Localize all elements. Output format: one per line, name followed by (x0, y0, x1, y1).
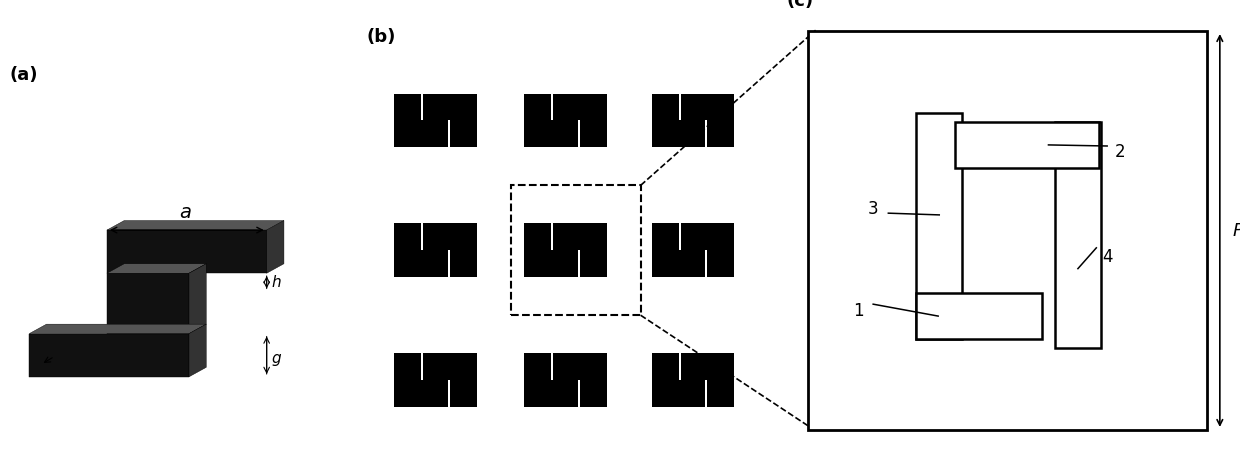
Bar (525, 120, 578, 148)
Bar (394, 380, 448, 407)
Bar (525, 380, 578, 407)
Text: 3: 3 (868, 200, 878, 218)
Text: 4: 4 (1102, 248, 1112, 266)
Bar (708, 94, 734, 148)
Bar (423, 94, 477, 120)
Text: Py: Py (1233, 221, 1240, 240)
Bar (394, 94, 422, 148)
Bar (394, 250, 448, 277)
Polygon shape (107, 220, 284, 230)
Text: (b): (b) (367, 28, 396, 46)
Bar (681, 224, 734, 250)
Text: (a): (a) (9, 66, 37, 84)
Bar (450, 353, 477, 407)
Bar (681, 94, 734, 120)
Polygon shape (30, 334, 188, 377)
Bar (423, 224, 477, 250)
Polygon shape (188, 264, 206, 334)
Bar (394, 224, 422, 277)
Bar (652, 353, 678, 407)
Bar (708, 224, 734, 277)
Bar (525, 353, 551, 407)
Bar (553, 94, 606, 120)
Bar (450, 94, 477, 148)
Text: h: h (272, 275, 280, 290)
Bar (916, 113, 962, 339)
Polygon shape (107, 273, 188, 334)
Bar (681, 353, 734, 380)
Bar (956, 122, 1099, 168)
Polygon shape (267, 220, 284, 273)
Bar (652, 380, 706, 407)
Bar (652, 94, 678, 148)
Text: 2: 2 (1115, 143, 1126, 161)
Bar (580, 94, 606, 148)
Bar (553, 224, 606, 250)
Text: (c): (c) (786, 0, 813, 10)
Bar (553, 353, 606, 380)
Bar (580, 224, 606, 277)
Bar (450, 224, 477, 277)
Bar (652, 120, 706, 148)
Bar (580, 353, 606, 407)
Text: a: a (179, 203, 191, 222)
Polygon shape (188, 324, 206, 377)
Bar (652, 224, 678, 277)
Bar (394, 120, 448, 148)
Bar (511, 185, 641, 315)
Bar (916, 293, 1042, 339)
Bar (423, 353, 477, 380)
Bar (652, 250, 706, 277)
Bar (394, 353, 422, 407)
Polygon shape (107, 264, 206, 273)
Bar (525, 94, 551, 148)
Bar (708, 353, 734, 407)
Bar (525, 224, 551, 277)
Polygon shape (107, 230, 267, 273)
Text: 1: 1 (853, 301, 863, 319)
Bar (1055, 122, 1101, 348)
Bar (525, 250, 578, 277)
Text: g: g (272, 351, 280, 366)
Polygon shape (30, 324, 206, 334)
